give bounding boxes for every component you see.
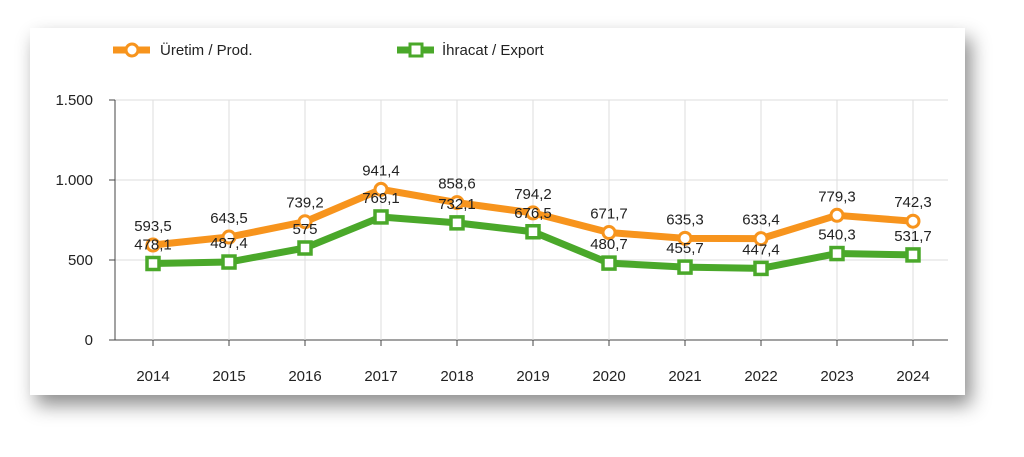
y-tick-label: 500 xyxy=(68,252,93,269)
data-point[interactable] xyxy=(373,209,389,225)
x-tick-label: 2019 xyxy=(516,368,549,385)
square-marker-icon xyxy=(408,42,424,58)
data-label: 455,7 xyxy=(666,240,704,257)
data-point[interactable] xyxy=(221,254,237,270)
x-tick-label: 2022 xyxy=(744,368,777,385)
data-label: 742,3 xyxy=(894,194,932,211)
data-point[interactable] xyxy=(601,225,617,241)
data-point[interactable] xyxy=(221,229,237,245)
data-point[interactable] xyxy=(297,214,313,230)
data-point[interactable] xyxy=(525,205,541,221)
x-tick-label: 2023 xyxy=(820,368,853,385)
legend-item-export[interactable]: İhracat / Export xyxy=(397,41,545,59)
data-point[interactable] xyxy=(677,230,693,246)
x-tick-label: 2021 xyxy=(668,368,701,385)
data-label: 575 xyxy=(292,221,317,238)
data-label: 671,7 xyxy=(590,206,628,223)
data-label: 447,4 xyxy=(742,241,780,258)
data-label: 858,6 xyxy=(438,176,476,193)
data-point[interactable] xyxy=(601,255,617,271)
data-point[interactable] xyxy=(449,195,465,211)
data-label: 531,7 xyxy=(894,228,932,245)
x-tick-label: 2014 xyxy=(136,368,169,385)
data-label: 593,5 xyxy=(134,218,172,235)
data-label: 643,5 xyxy=(210,210,248,227)
data-label: 769,1 xyxy=(362,190,400,207)
x-tick-label: 2018 xyxy=(440,368,473,385)
data-label: 794,2 xyxy=(514,186,552,203)
x-tick-label: 2016 xyxy=(288,368,321,385)
data-label: 540,3 xyxy=(818,227,856,244)
data-label: 635,3 xyxy=(666,211,704,228)
y-tick-label: 1.500 xyxy=(55,92,93,109)
x-tick-label: 2017 xyxy=(364,368,397,385)
data-point[interactable] xyxy=(753,260,769,277)
data-point[interactable] xyxy=(525,224,541,240)
data-label: 941,4 xyxy=(362,162,400,179)
data-point[interactable] xyxy=(145,255,161,272)
legend-item-production[interactable]: Üretim / Prod. xyxy=(113,41,253,59)
data-label: 676,5 xyxy=(514,205,552,222)
data-label: 779,3 xyxy=(818,188,856,205)
data-label: 732,1 xyxy=(438,196,476,213)
data-label: 633,4 xyxy=(742,212,780,229)
data-point[interactable] xyxy=(677,259,693,275)
data-label: 478,1 xyxy=(134,237,172,254)
x-tick-label: 2015 xyxy=(212,368,245,385)
data-point[interactable] xyxy=(829,245,845,262)
y-tick-label: 0 xyxy=(85,332,93,349)
data-labels: 593,5 643,5 739,2 941,4 858,6 794,2 671,7 635,3… xyxy=(134,162,932,258)
data-point[interactable] xyxy=(297,240,313,256)
data-label: 487,4 xyxy=(210,235,248,252)
circle-marker-icon xyxy=(124,42,140,58)
data-point[interactable] xyxy=(905,247,921,263)
data-point[interactable] xyxy=(905,213,921,229)
series xyxy=(145,181,921,277)
legend: Üretim / Prod. İhracat / Export xyxy=(113,41,545,59)
data-point[interactable] xyxy=(373,181,389,197)
data-label: 480,7 xyxy=(590,236,628,253)
axes: 0 500 1.000 1.500 2014 2015 2016 2017 2018 2019 20… xyxy=(55,92,929,385)
data-point[interactable] xyxy=(145,237,161,253)
data-point[interactable] xyxy=(449,215,465,231)
data-point[interactable] xyxy=(829,207,845,223)
legend-label-production: Üretim / Prod. xyxy=(160,41,253,59)
x-tick-label: 2020 xyxy=(592,368,625,385)
data-point[interactable] xyxy=(753,231,769,247)
data-label: 739,2 xyxy=(286,195,324,212)
x-tick-label: 2024 xyxy=(896,368,929,385)
y-tick-label: 1.000 xyxy=(55,172,93,189)
legend-label-export: İhracat / Export xyxy=(442,41,545,59)
